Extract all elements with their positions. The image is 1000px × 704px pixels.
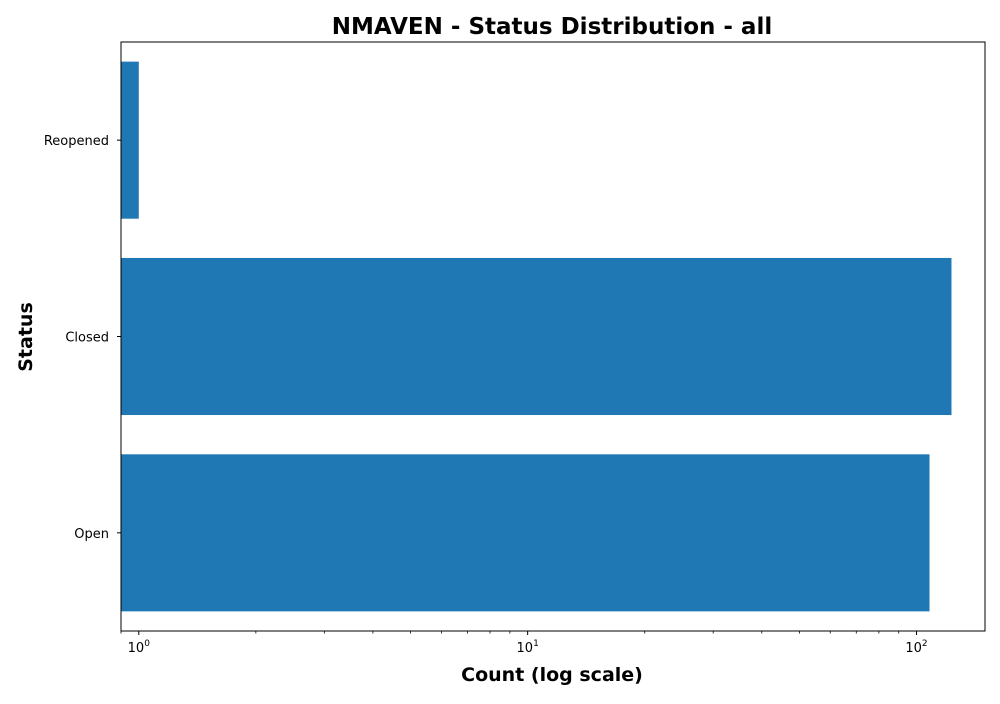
x-axis-label: Count (log scale) bbox=[461, 664, 643, 686]
y-axis: Open Closed Reopened bbox=[44, 134, 121, 542]
x-tick-label: 102 bbox=[905, 639, 927, 656]
x-tick-base: 10 bbox=[128, 641, 145, 656]
x-tick-exponent: 0 bbox=[144, 639, 150, 649]
y-axis-label: Status bbox=[15, 302, 37, 372]
y-tick-label: Reopened bbox=[44, 134, 109, 149]
x-axis: 100 101 102 bbox=[120, 631, 928, 656]
x-tick-exponent: 1 bbox=[533, 639, 539, 649]
x-tick-base: 10 bbox=[905, 641, 922, 656]
bars-layer bbox=[121, 61, 952, 612]
x-tick-label: 101 bbox=[517, 639, 539, 656]
y-tick-label: Open bbox=[74, 527, 109, 542]
bar-reopened bbox=[121, 61, 139, 219]
x-tick-label: 100 bbox=[128, 639, 151, 656]
chart-title: NMAVEN - Status Distribution - all bbox=[332, 14, 772, 40]
x-tick-base: 10 bbox=[517, 641, 534, 656]
bar-closed bbox=[121, 257, 952, 416]
y-tick-label: Closed bbox=[65, 331, 109, 346]
x-tick-exponent: 2 bbox=[922, 639, 928, 649]
bar-open bbox=[121, 454, 930, 612]
